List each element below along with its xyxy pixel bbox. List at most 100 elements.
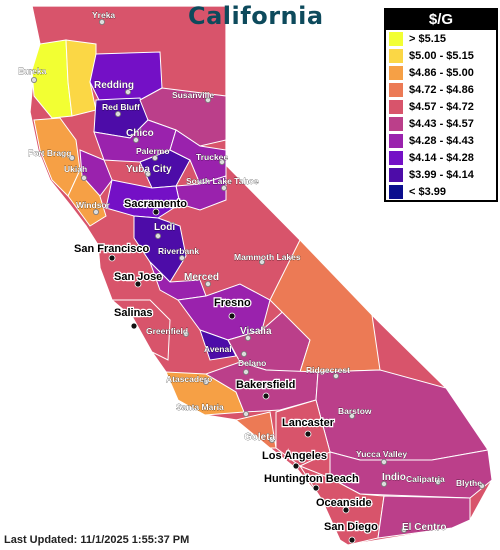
city-dot <box>312 484 320 492</box>
last-updated: Last Updated: 11/1/2025 1:55:37 PM <box>4 534 189 546</box>
legend-item: $3.99 - $4.14 <box>386 166 496 183</box>
city-dot <box>242 368 249 375</box>
city-dot <box>348 412 355 419</box>
legend-swatch <box>389 133 403 148</box>
legend-swatch <box>389 99 403 114</box>
city-markers: Yreka Eureka Redding Susanville Red Bluff Chi… <box>18 10 485 544</box>
city-label: Susanville <box>172 90 214 100</box>
city-dot <box>220 184 227 191</box>
legend-item: < $3.99 <box>386 183 496 200</box>
city-label: Merced <box>184 272 219 283</box>
city-dot <box>125 89 132 96</box>
city-dot <box>130 322 138 330</box>
city-dot <box>268 436 275 443</box>
city-label: El Centro <box>402 522 446 533</box>
legend-item: $4.43 - $4.57 <box>386 115 496 132</box>
city-dot <box>292 462 300 470</box>
legend-item: $4.14 - $4.28 <box>386 149 496 166</box>
price-legend: $/G > $5.15 $5.00 - $5.15 $4.86 - $5.00 $4.… <box>384 8 498 202</box>
county-kings <box>199 329 237 361</box>
city-dot <box>242 410 249 417</box>
city-label: Barstow <box>338 406 372 416</box>
legend-item: $4.72 - $4.86 <box>386 81 496 98</box>
city-label: Truckee <box>196 152 228 162</box>
city-label: Avenal <box>204 344 232 354</box>
city-dot <box>144 170 151 177</box>
city-dot <box>152 208 160 216</box>
city-dot <box>204 97 211 104</box>
city-label: Eureka <box>18 66 47 76</box>
city-dot <box>151 154 158 161</box>
county-los-angeles <box>275 399 331 467</box>
city-dot <box>332 372 339 379</box>
legend-item: $4.57 - $4.72 <box>386 98 496 115</box>
city-label: Mammoth Lakes <box>234 252 301 262</box>
city-dot <box>178 254 185 261</box>
city-label: Bakersfield <box>236 379 295 391</box>
city-dot <box>478 482 485 489</box>
legend-label: $3.99 - $4.14 <box>409 168 474 181</box>
city-dot <box>202 378 209 385</box>
legend-item: $5.00 - $5.15 <box>386 47 496 64</box>
city-dot <box>132 136 139 143</box>
city-label: Yucca Valley <box>356 449 407 459</box>
city-dot <box>115 111 122 118</box>
legend-label: $4.43 - $4.57 <box>409 117 474 130</box>
city-label: Visalia <box>240 326 272 337</box>
city-label: Huntington Beach <box>264 473 359 485</box>
city-label: Sacramento <box>124 198 187 210</box>
county-sacramento <box>105 179 181 219</box>
city-label: Fresno <box>214 297 251 309</box>
city-label: Fort Bragg <box>28 148 71 158</box>
city-label: Oceanside <box>316 497 372 509</box>
city-dot <box>218 158 225 165</box>
county-colusa <box>79 149 113 197</box>
city-label: San Diego <box>324 521 378 533</box>
city-label: Ridgecrest <box>306 365 350 375</box>
city-dot <box>228 312 236 320</box>
legend-label: > $5.15 <box>409 32 447 45</box>
county-trinity <box>65 39 97 117</box>
county-monterey <box>110 299 171 361</box>
city-dot <box>258 258 265 265</box>
city-dot <box>262 392 270 400</box>
city-dot <box>244 334 251 341</box>
city-label: Greenfield <box>146 326 188 336</box>
city-label: Salinas <box>114 307 153 319</box>
city-label: Ukiah <box>64 164 87 174</box>
city-dot <box>134 280 142 288</box>
legend-label: $4.86 - $5.00 <box>409 66 474 79</box>
city-label: South Lake Tahoe <box>186 176 259 186</box>
city-dot <box>69 154 76 161</box>
city-dot <box>348 536 356 544</box>
legend-label: < $3.99 <box>409 185 447 198</box>
city-label: Calipatria <box>406 474 445 484</box>
legend-item: > $5.15 <box>386 30 496 47</box>
legend-label: $4.72 - $4.86 <box>409 83 474 96</box>
city-label: Indio <box>382 472 406 483</box>
city-dot <box>93 208 100 215</box>
legend-item: $4.86 - $5.00 <box>386 64 496 81</box>
legend-swatch <box>389 150 403 165</box>
city-label: Yuba City <box>126 164 172 175</box>
legend-swatch <box>389 184 403 199</box>
city-dot <box>240 350 247 357</box>
city-label: Riverbank <box>158 246 199 256</box>
city-label: Atascadero <box>166 374 212 384</box>
city-label: Chico <box>126 128 154 139</box>
last-updated-label: Last Updated: <box>4 534 78 546</box>
city-label: Red Bluff <box>102 102 140 112</box>
city-dot <box>108 254 116 262</box>
city-dot <box>380 458 387 465</box>
city-label: Los Angeles <box>262 450 327 462</box>
county-imperial <box>377 495 471 539</box>
legend-swatch <box>389 31 403 46</box>
city-dot <box>304 430 312 438</box>
city-label: Windsor <box>76 200 111 210</box>
last-updated-timestamp: 11/1/2025 1:55:37 PM <box>80 534 190 546</box>
city-label: Goleta <box>244 432 276 443</box>
city-label: San Francisco <box>74 243 149 255</box>
city-dot <box>342 506 350 514</box>
legend-item: $4.28 - $4.43 <box>386 132 496 149</box>
